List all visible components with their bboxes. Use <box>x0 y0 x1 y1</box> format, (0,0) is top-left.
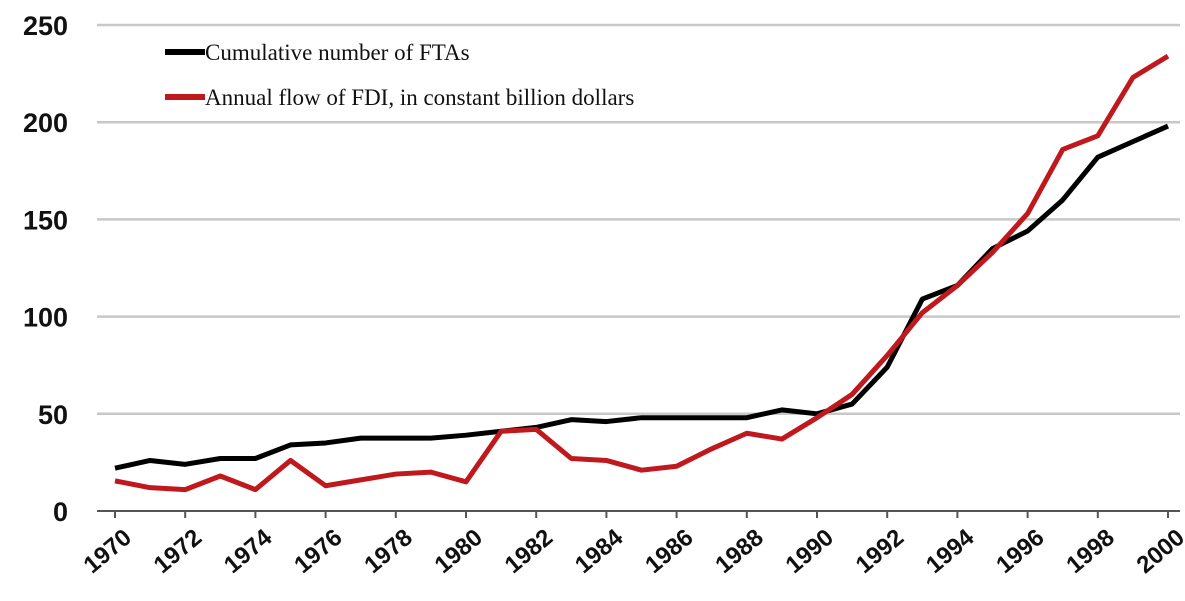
y-tick-label: 150 <box>23 205 68 235</box>
legend-label: Annual flow of FDI, in constant billion … <box>205 85 634 110</box>
x-tick-label: 2000 <box>1132 524 1185 579</box>
series-line <box>114 53 1170 493</box>
y-tick-label: 200 <box>23 108 68 138</box>
y-tick-label: 50 <box>38 400 68 430</box>
x-tick-label: 1990 <box>781 524 839 579</box>
y-tick-label: 0 <box>53 497 68 527</box>
x-tick-label: 1996 <box>991 524 1049 579</box>
x-tick-label: 1976 <box>289 524 347 579</box>
x-tick-label: 1994 <box>921 523 980 578</box>
y-tick-label: 100 <box>23 303 68 333</box>
x-tick-label: 1982 <box>500 524 558 579</box>
x-tick-label: 1970 <box>79 524 137 579</box>
x-tick-label: 1978 <box>359 524 417 579</box>
x-tick-label: 1972 <box>149 524 207 579</box>
series-line <box>114 123 1170 471</box>
x-tick-label: 1974 <box>219 523 278 578</box>
x-tick-label: 1992 <box>851 524 909 579</box>
x-tick-label: 1980 <box>430 524 488 579</box>
x-tick-label: 1988 <box>710 524 768 579</box>
legend-label: Cumulative number of FTAs <box>205 40 470 65</box>
y-tick-label: 250 <box>23 11 68 41</box>
x-tick-label: 1984 <box>570 523 629 578</box>
x-tick-label: 1998 <box>1061 524 1119 579</box>
x-tick-label: 1986 <box>640 524 698 579</box>
